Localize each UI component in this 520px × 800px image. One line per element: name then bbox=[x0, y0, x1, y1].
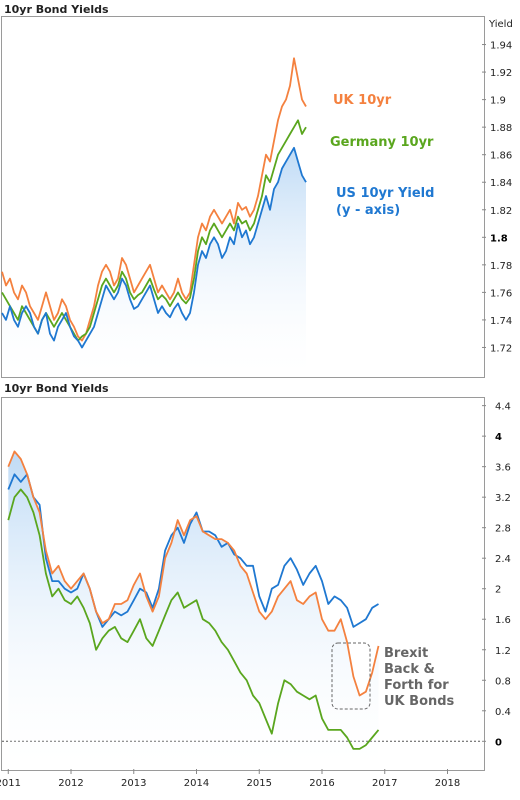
bottom-chart-title: 10yr Bond Yields bbox=[4, 382, 109, 395]
top-y-tick: 1.86 bbox=[490, 151, 512, 162]
top-y-tick: 1.8 bbox=[490, 233, 508, 244]
top-y-ticks: 1.72 1.74 1.76 1.78 1.8 1.82 1.84 1.86 1.88 1.9 1.… bbox=[482, 41, 512, 354]
brexit-callout: Brexit Back & Forth for UK Bonds bbox=[384, 646, 455, 709]
bottom-annotation-text: A long-term look with all on the same y-… bbox=[68, 415, 467, 497]
bottom-y-tick: 0.8 bbox=[495, 676, 511, 687]
top-us-area bbox=[2, 147, 306, 375]
top-y-tick: 1.84 bbox=[490, 178, 512, 189]
bottom-x-ticks: 2011 2012 2013 2014 2015 2016 2017 2018 bbox=[0, 769, 460, 789]
bottom-y-tick: 0 bbox=[495, 737, 502, 748]
bottom-x-tick: 2018 bbox=[435, 778, 460, 789]
bottom-y-tick: 4.4 bbox=[495, 402, 511, 413]
bottom-y-ticks: 0 0.4 0.8 1.2 1.6 2 2.4 2.8 3.2 3.6 4 4.4 bbox=[482, 402, 511, 748]
bottom-y-tick: 2.8 bbox=[495, 524, 511, 535]
label-us-10yr: US 10yr Yield (y - axis) bbox=[336, 186, 439, 218]
bottom-x-tick: 2011 bbox=[0, 778, 21, 789]
bottom-chart: 00.40.81.21.622.42.83.23.644.4 201120122… bbox=[0, 402, 511, 789]
top-y-tick: 1.88 bbox=[490, 123, 512, 134]
bottom-x-tick: 2013 bbox=[121, 778, 146, 789]
bottom-uk-area bbox=[8, 451, 379, 768]
bottom-y-tick: 0.4 bbox=[495, 707, 511, 718]
bottom-y-tick: 1.6 bbox=[495, 615, 511, 626]
top-y-tick: 1.92 bbox=[490, 68, 512, 79]
top-series-line bbox=[1, 119, 307, 342]
bottom-series-lines bbox=[7, 450, 380, 750]
top-series-line bbox=[1, 57, 307, 342]
bottom-y-tick: 2.4 bbox=[495, 554, 511, 565]
bottom-y-tick: 1.2 bbox=[495, 646, 511, 657]
top-annotation-text: European bond markets have been leading … bbox=[36, 65, 239, 111]
bottom-x-tick: 2014 bbox=[184, 778, 209, 789]
bottom-y-tick: 3.2 bbox=[495, 493, 511, 504]
label-germany-10yr: Germany 10yr bbox=[330, 135, 434, 150]
bottom-x-tick: 2016 bbox=[309, 778, 334, 789]
brexit-highlight-box bbox=[331, 642, 371, 710]
top-ylabel: Yield bbox=[488, 19, 513, 30]
bottom-series-line bbox=[7, 488, 380, 750]
bottom-x-tick: 2017 bbox=[372, 778, 397, 789]
label-uk-10yr: UK 10yr bbox=[333, 93, 392, 108]
top-y-tick: 1.74 bbox=[490, 316, 512, 327]
top-y-tick: 1.78 bbox=[490, 261, 512, 272]
top-y-tick: 1.82 bbox=[490, 206, 512, 217]
top-chart: Yield 1.72 1.74 1.76 1.78 1.8 1.82 1.84 1.86 1.8… bbox=[1, 19, 513, 375]
top-y-tick: 1.72 bbox=[490, 343, 512, 354]
bottom-series-line bbox=[7, 450, 380, 697]
top-series-lines bbox=[1, 57, 307, 349]
top-series-line bbox=[1, 146, 307, 349]
top-y-tick: 1.94 bbox=[490, 41, 512, 52]
bottom-y-tick: 3.6 bbox=[495, 463, 511, 474]
bottom-y-tick: 4 bbox=[495, 432, 502, 443]
top-chart-title: 10yr Bond Yields bbox=[4, 3, 109, 16]
bottom-x-tick: 2015 bbox=[247, 778, 272, 789]
bottom-x-tick: 2012 bbox=[58, 778, 83, 789]
top-y-tick: 1.76 bbox=[490, 288, 512, 299]
bottom-y-tick: 2 bbox=[495, 585, 501, 596]
top-y-tick: 1.9 bbox=[490, 96, 506, 107]
